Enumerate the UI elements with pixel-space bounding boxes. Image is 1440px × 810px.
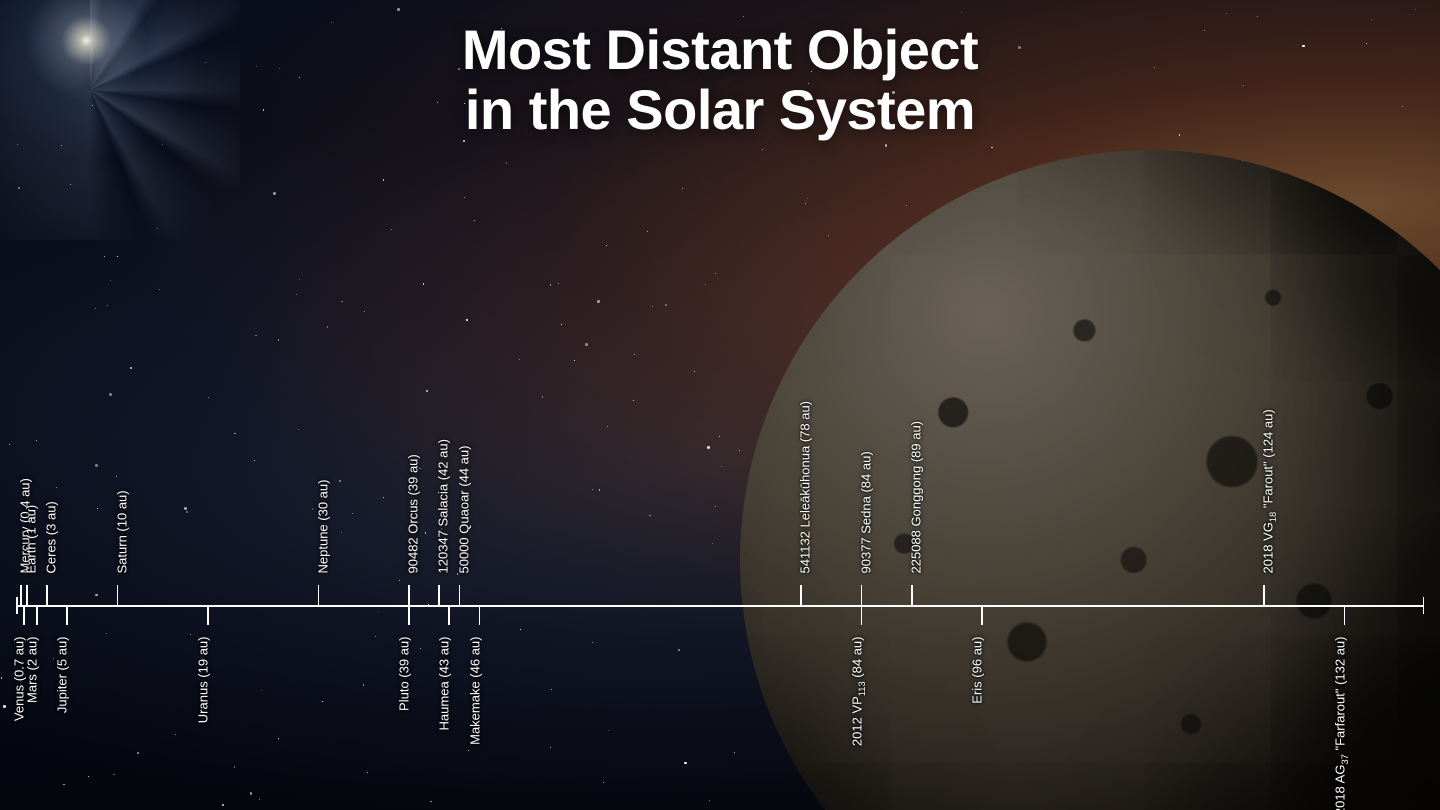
axis-cap-left	[16, 597, 18, 614]
title-line-2: in the Solar System	[465, 78, 975, 141]
title-line-1: Most Distant Object	[462, 18, 978, 81]
page-title: Most Distant Object in the Solar System	[0, 20, 1440, 141]
tick-label: 2012 VP113 (84 au)	[849, 637, 864, 747]
tick-mark	[438, 585, 440, 605]
tick-mark	[448, 605, 450, 625]
tick-label: 50000 Quaoar (44 au)	[456, 446, 471, 574]
subscript: 113	[857, 681, 867, 696]
distance-axis: Mercury (0.4 au)Venus (0.7 au)Earth (1 a…	[16, 605, 1424, 606]
tick-label: 541132 Leleākūhonua (78 au)	[798, 401, 813, 574]
axis-cap-right	[1423, 597, 1425, 614]
tick-label: 225088 Gonggong (89 au)	[909, 421, 924, 574]
tick-mark	[20, 585, 22, 605]
tick-mark	[459, 585, 461, 605]
subscript: 18	[1268, 512, 1278, 522]
tick-label: Makemake (46 au)	[467, 637, 482, 745]
tick-label: Neptune (30 au)	[315, 480, 330, 574]
tick-label: Earth (1 au)	[24, 505, 39, 574]
tick-mark	[800, 585, 802, 605]
tick-label: 2018 VG18 "Farout" (124 au)	[1261, 409, 1276, 573]
tick-label: 2018 AG37 "Farfarout" (132 au)	[1332, 637, 1347, 810]
tick-label: 90377 Sedna (84 au)	[858, 451, 873, 573]
tick-label: Haumea (43 au)	[437, 637, 452, 731]
tick-label: Saturn (10 au)	[114, 490, 129, 573]
tick-mark	[66, 605, 68, 625]
tick-label: Ceres (3 au)	[44, 501, 59, 573]
tick-mark	[408, 585, 410, 605]
tick-mark	[861, 585, 863, 605]
tick-mark	[861, 605, 863, 625]
tick-label: Pluto (39 au)	[397, 637, 412, 711]
tick-label: Uranus (19 au)	[196, 637, 211, 724]
tick-label: Jupiter (5 au)	[55, 637, 70, 714]
tick-mark	[23, 605, 25, 625]
tick-label: Mars (2 au)	[25, 637, 40, 703]
tick-mark	[207, 605, 209, 625]
axis-line	[16, 605, 1424, 607]
tick-mark	[46, 585, 48, 605]
tick-mark	[911, 585, 913, 605]
tick-mark	[36, 605, 38, 625]
tick-mark	[981, 605, 983, 625]
tick-mark	[479, 605, 481, 625]
tick-mark	[26, 585, 28, 605]
tick-mark	[117, 585, 119, 605]
tick-mark	[318, 585, 320, 605]
subscript: 37	[1340, 754, 1350, 764]
tick-mark	[408, 605, 410, 625]
tick-label: 120347 Salacia (42 au)	[436, 439, 451, 573]
tick-mark	[1344, 605, 1346, 625]
tick-label: 90482 Orcus (39 au)	[406, 454, 421, 573]
tick-mark	[1263, 585, 1265, 605]
tick-label: Eris (96 au)	[970, 637, 985, 704]
